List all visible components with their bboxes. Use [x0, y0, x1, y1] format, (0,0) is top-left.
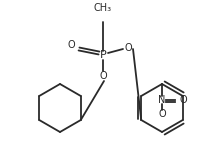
Text: N: N: [158, 95, 166, 105]
Text: O: O: [99, 71, 107, 81]
Text: O: O: [67, 40, 75, 50]
Text: O: O: [158, 109, 166, 119]
Text: O: O: [179, 95, 187, 105]
Text: CH₃: CH₃: [94, 3, 112, 13]
Text: P: P: [100, 50, 106, 60]
Text: O: O: [124, 43, 132, 53]
